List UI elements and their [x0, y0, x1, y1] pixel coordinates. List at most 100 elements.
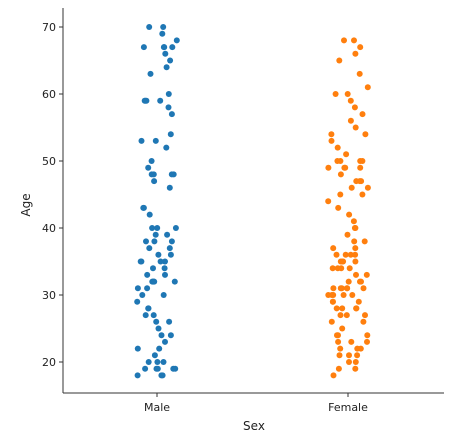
data-point-female	[328, 137, 335, 144]
data-point-male	[168, 171, 175, 178]
data-point-male	[137, 258, 144, 265]
data-point-male	[168, 238, 175, 245]
data-point-female	[357, 164, 364, 171]
data-point-female	[346, 211, 353, 218]
data-point-female	[348, 184, 355, 191]
data-point-female	[346, 352, 352, 359]
data-point-female	[351, 238, 358, 245]
data-point-female	[352, 365, 359, 372]
data-point-male	[160, 359, 167, 365]
y-axis-title: Age	[19, 193, 33, 216]
data-point-female	[345, 278, 352, 285]
data-point-female	[360, 318, 367, 325]
data-point-female	[328, 318, 335, 325]
data-point-male	[150, 312, 157, 319]
data-point-female	[352, 50, 359, 57]
data-point-male	[134, 372, 141, 379]
data-point-male	[145, 305, 152, 312]
data-point-male	[158, 332, 165, 339]
data-point-male	[160, 24, 167, 30]
data-point-male	[150, 171, 157, 178]
data-point-female	[329, 265, 336, 272]
data-point-female	[337, 345, 344, 352]
data-point-male	[159, 372, 166, 379]
data-point-female	[362, 131, 369, 138]
data-point-female	[363, 271, 370, 278]
data-point-male	[146, 211, 153, 218]
data-point-male	[156, 345, 163, 352]
data-point-female	[339, 305, 346, 312]
data-point-male	[167, 332, 174, 339]
data-point-male	[134, 345, 141, 352]
data-point-female	[359, 158, 366, 164]
data-point-female	[351, 37, 357, 44]
data-point-male	[151, 278, 158, 285]
data-point-male	[155, 251, 162, 258]
data-point-male	[147, 70, 154, 77]
data-point-female	[334, 144, 341, 151]
data-point-female	[348, 338, 355, 345]
data-point-female	[336, 352, 343, 359]
data-point-male	[148, 158, 155, 164]
data-point-female	[344, 285, 351, 292]
data-point-male	[165, 91, 172, 97]
data-point-male	[155, 325, 162, 332]
data-point-female	[333, 305, 340, 312]
data-point-female	[343, 312, 350, 319]
data-point-male	[171, 278, 178, 285]
data-point-female	[356, 70, 363, 77]
data-point-male	[166, 184, 173, 191]
data-point-female	[357, 44, 364, 51]
data-point-female	[330, 245, 337, 252]
data-point-female	[340, 258, 347, 265]
data-point-male	[144, 285, 151, 292]
y-tick-label: 20	[42, 356, 56, 369]
data-point-female	[346, 265, 353, 272]
data-point-female	[338, 265, 345, 272]
data-point-male	[160, 292, 167, 298]
data-point-male	[167, 251, 174, 258]
data-point-male	[162, 338, 168, 345]
y-tick-label: 50	[42, 155, 56, 168]
data-point-male	[140, 204, 147, 211]
data-point-female	[328, 131, 335, 138]
data-point-female	[352, 359, 359, 365]
data-point-female	[337, 171, 344, 178]
data-point-female	[342, 164, 349, 171]
data-point-female	[340, 292, 347, 298]
data-point-male	[149, 225, 156, 231]
data-point-male	[142, 97, 149, 104]
data-point-female	[361, 238, 368, 245]
data-point-female	[359, 111, 366, 118]
data-point-male	[134, 285, 141, 292]
data-point-male	[167, 57, 174, 64]
data-point-male	[163, 144, 170, 151]
data-point-male	[154, 225, 161, 231]
data-point-male	[139, 292, 146, 298]
data-point-male	[151, 352, 158, 359]
data-point-female	[335, 338, 342, 345]
data-point-female	[334, 158, 341, 164]
y-tick-label: 40	[42, 222, 56, 235]
data-point-male	[173, 37, 180, 44]
data-point-female	[332, 91, 339, 97]
data-point-male	[162, 50, 169, 57]
data-point-male	[164, 231, 171, 238]
y-tick-label: 60	[42, 88, 56, 101]
data-point-male	[163, 64, 170, 71]
data-point-female	[335, 204, 342, 211]
data-point-male	[144, 271, 151, 278]
data-point-male	[170, 365, 177, 372]
data-point-male	[142, 365, 149, 372]
data-point-male	[152, 231, 159, 238]
data-point-female	[325, 198, 332, 205]
data-point-female	[337, 191, 344, 198]
data-point-female	[347, 97, 354, 104]
data-point-male	[166, 318, 173, 325]
data-point-female	[364, 84, 371, 91]
data-point-male	[162, 271, 168, 278]
data-point-female	[329, 298, 336, 305]
data-point-female	[364, 184, 371, 191]
data-point-female	[335, 332, 341, 339]
data-point-female	[364, 332, 371, 339]
